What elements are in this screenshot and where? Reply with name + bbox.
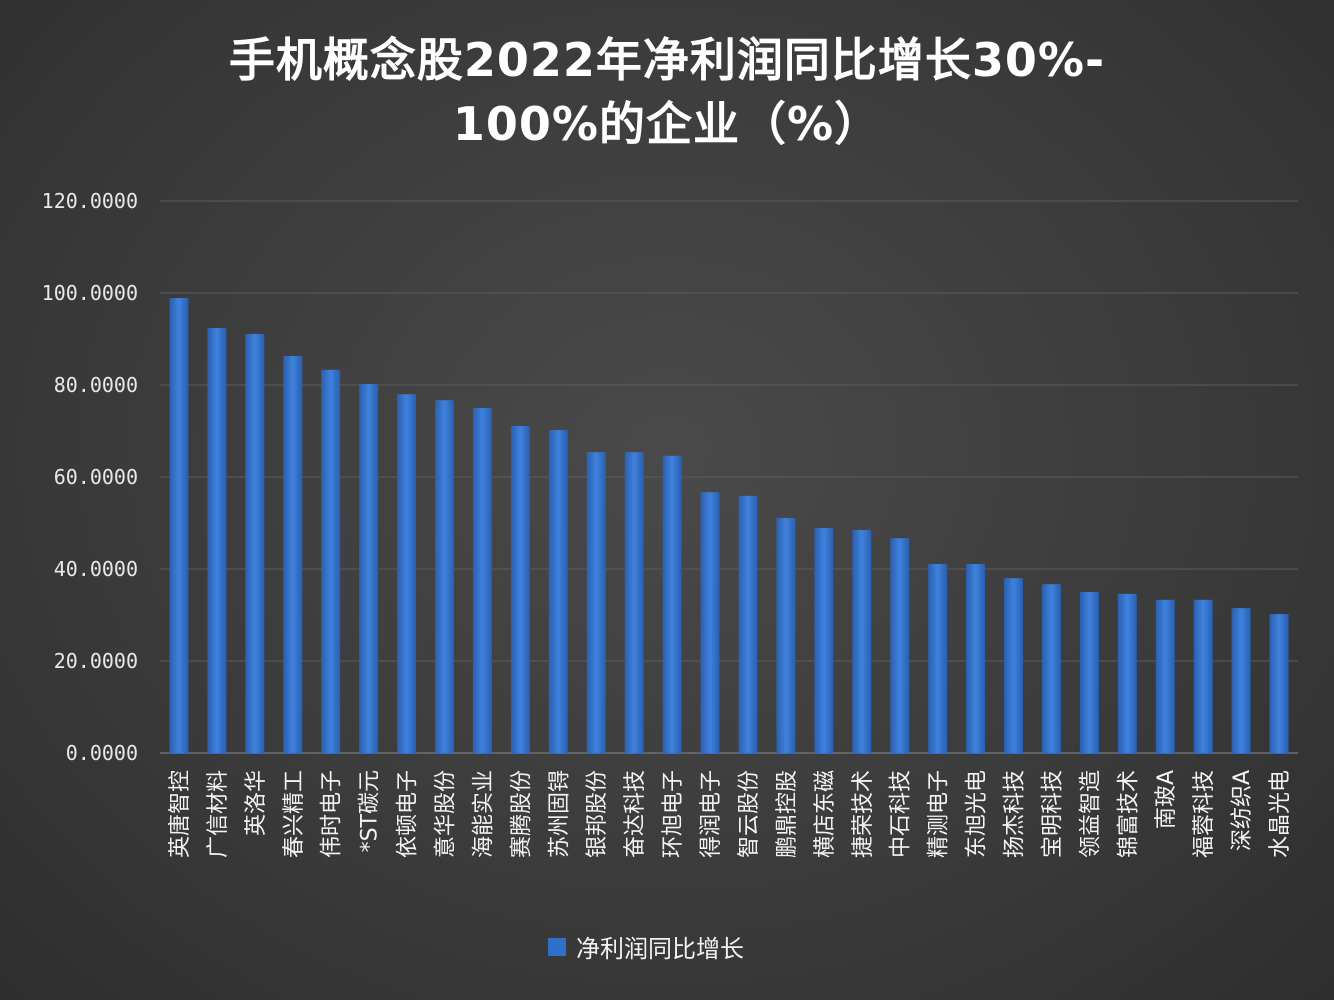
bar [1231, 608, 1251, 753]
x-tick-label: 广信材料 [206, 770, 231, 858]
x-tick-label: 深纺织A [1230, 770, 1255, 851]
x-tick-label: 东旭光电 [965, 770, 990, 858]
x-tick-label: 银邦股份 [585, 770, 610, 858]
x-tick-label: 捷荣技术 [851, 770, 876, 858]
x-tick-label: 赛腾股份 [509, 770, 534, 858]
bar [1155, 599, 1175, 753]
bar [624, 452, 644, 753]
bar [738, 495, 758, 753]
x-tick-label: 意华股份 [434, 770, 459, 858]
bar [890, 538, 910, 753]
bar [586, 452, 606, 753]
chart-title-line1: 手机概念股2022年净利润同比增长30%- [228, 33, 1106, 87]
bar [245, 333, 265, 753]
bar [397, 394, 417, 753]
bar [283, 356, 303, 753]
x-tick-label: 水晶光电 [1268, 770, 1293, 858]
x-tick-label: 南玻A [1154, 770, 1179, 829]
bar [1079, 592, 1099, 753]
y-tick-label: 80.0000 [54, 373, 138, 397]
bar [435, 400, 454, 753]
y-tick-label: 20.0000 [54, 649, 138, 673]
legend-label: 净利润同比增长 [576, 935, 744, 963]
bar [510, 425, 530, 753]
x-tick-label: 英唐智控 [168, 770, 193, 858]
bar [662, 455, 682, 753]
x-tick-label: 智云股份 [737, 770, 762, 858]
y-tick-label: 0.0000 [66, 741, 138, 765]
bar [169, 298, 189, 753]
x-tick-label: 环旭电子 [661, 770, 686, 858]
bar [1041, 584, 1061, 753]
bar [928, 563, 948, 753]
x-tick-label: 鹏鼎控股 [775, 770, 800, 858]
x-tick-label: 春兴精工 [282, 770, 307, 858]
bar [776, 517, 796, 753]
bar [321, 369, 341, 753]
chart-title: 手机概念股2022年净利润同比增长30%- 100%的企业（%） [0, 28, 1334, 156]
x-tick-label: 英洛华 [244, 770, 269, 836]
x-tick-label: 奋达科技 [623, 770, 648, 858]
bar [966, 563, 986, 753]
bar [207, 327, 227, 753]
x-tick-label: 锦富技术 [1116, 770, 1141, 858]
bar [852, 529, 872, 753]
y-tick-label: 60.0000 [54, 465, 138, 489]
x-tick-label: 伟时电子 [320, 770, 345, 858]
bar [1269, 614, 1289, 753]
bar [548, 430, 568, 753]
x-tick-label: 苏州固锝 [547, 770, 572, 858]
x-tick-label: 福蓉科技 [1192, 770, 1217, 858]
y-tick-label: 100.0000 [42, 281, 138, 305]
x-tick-label: 横店东磁 [813, 770, 838, 858]
x-tick-label: *ST碳元 [358, 770, 383, 852]
chart-title-line2: 100%的企业（%） [452, 97, 882, 151]
bar [814, 528, 834, 753]
x-tick-label: 得润电子 [699, 770, 724, 858]
x-tick-label: 领益智造 [1078, 770, 1103, 858]
x-tick-label: 宝明科技 [1040, 770, 1065, 858]
bar [1193, 599, 1213, 753]
x-tick-label: 依顿电子 [396, 770, 421, 858]
y-tick-label: 120.0000 [42, 189, 138, 213]
bar [700, 492, 720, 753]
bar [359, 384, 379, 753]
y-tick-label: 40.0000 [54, 557, 138, 581]
x-tick-label: 精测电子 [927, 770, 952, 858]
bar [1117, 593, 1137, 753]
x-tick-label: 中石科技 [889, 770, 914, 858]
x-tick-label: 海能实业 [471, 770, 496, 858]
bar [472, 408, 492, 753]
bar [1004, 578, 1023, 753]
x-tick-label: 扬杰科技 [1003, 770, 1028, 858]
legend-swatch [548, 938, 566, 956]
